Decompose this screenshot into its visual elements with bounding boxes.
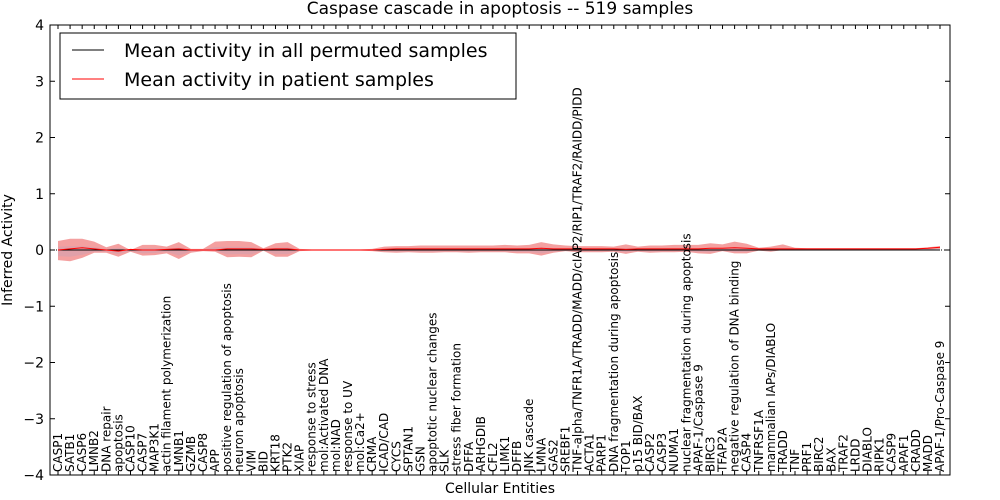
x-tick-label: BAX: [824, 447, 838, 472]
x-tick-label: DNA repair: [99, 406, 113, 472]
x-tick-label: GZMB: [184, 436, 198, 472]
x-tick-label: TOP1: [619, 440, 633, 473]
x-tick-label: DFFB: [510, 441, 524, 472]
x-tick-label: response to stress: [305, 362, 319, 472]
x-tick-label: LMNB2: [87, 430, 101, 472]
x-tick-label: neuron apoptosis: [232, 368, 246, 472]
y-tick-label: −1: [23, 299, 44, 315]
y-tick-label: 3: [35, 74, 44, 90]
x-tick-label: SPTAN1: [401, 426, 415, 472]
x-tick-label: ACTA1: [583, 433, 597, 472]
y-tick-label: 4: [35, 18, 44, 34]
x-tick-label: stress fiber formation: [450, 343, 464, 472]
x-tick-label: CYCS: [389, 441, 403, 472]
x-tick-label: TNFRSF1A: [752, 409, 766, 473]
x-tick-label: BIRC2: [812, 436, 826, 472]
x-tick-label: MADD: [921, 435, 935, 472]
x-tick-label: mol:Activated DNA: [317, 358, 331, 472]
x-tick-label: MAP3K1: [148, 423, 162, 472]
x-tick-label: CFL2: [486, 442, 500, 472]
x-tick-label: DFFA: [462, 441, 476, 472]
x-tick-label: APAF-1/Pro-Caspase 9: [933, 341, 947, 472]
legend: Mean activity in all permuted samples Me…: [59, 32, 517, 100]
x-tick-label: LIMK1: [498, 436, 512, 472]
x-tick-label: apoptotic nuclear changes: [426, 313, 440, 472]
x-tick-label: NUMA1: [667, 428, 681, 472]
x-tick-label: LMNA: [534, 437, 548, 472]
x-tick-label: PARP1: [595, 434, 609, 472]
x-tick-label: APAF-1/Caspase 9: [691, 364, 705, 472]
x-tick-label: CASP2: [643, 433, 657, 472]
y-tick-label: −2: [23, 356, 44, 372]
patient-mean-line: [57, 246, 941, 252]
x-tick-label: PTK2: [281, 442, 295, 472]
x-tick-label: CASP7: [136, 433, 150, 472]
x-tick-label: TRADD: [776, 430, 790, 473]
x-tick-label: TNF: [788, 449, 802, 473]
x-tick-label: positive regulation of apoptosis: [220, 283, 234, 472]
x-tick-label: LMNB1: [172, 430, 186, 472]
x-tick-label: KRT18: [269, 434, 283, 472]
x-tick-label: ICAD/CAD: [377, 413, 391, 472]
x-tick-label: DIABLO: [861, 427, 875, 472]
x-tick-label: GAS2: [546, 439, 560, 472]
x-tick-label: p15 BID/BAX: [631, 396, 645, 472]
chart-title: Caspase cascade in apoptosis -- 519 samp…: [307, 0, 694, 19]
x-tick-label: BID: [256, 451, 270, 472]
y-axis-label: Inferred Activity: [0, 194, 16, 306]
x-tick-label: TRAF2: [836, 434, 850, 473]
x-tick-label: SATB1: [63, 434, 77, 472]
y-tick-label: −4: [23, 468, 44, 484]
x-tick-label: JNK cascade: [522, 399, 536, 473]
x-tick-label: mol:NAD: [329, 419, 343, 472]
y-tick-label: −3: [23, 412, 44, 428]
legend-label-permuted: Mean activity in all permuted samples: [124, 40, 487, 62]
x-tick-label: TNF-alpha/TNFR1A/TRADD/MADD/cIAP2/RIP1/T…: [571, 87, 585, 473]
x-tick-label: response to UV: [341, 380, 355, 472]
x-tick-label: CRADD: [909, 429, 923, 472]
x-tick-label: negative regulation of DNA binding: [728, 261, 742, 472]
x-tick-label: CASP1: [51, 433, 65, 472]
x-tick-label: apoptosis: [111, 414, 125, 472]
y-tick-label: 1: [35, 187, 44, 203]
x-tick-label: actin filament polymerization: [160, 296, 174, 472]
legend-box: [59, 32, 517, 100]
x-tick-label: CRMA: [365, 436, 379, 472]
x-tick-label: CASP6: [75, 433, 89, 472]
x-tick-label: XIAP: [293, 445, 307, 472]
y-tick-label: 0: [35, 243, 44, 259]
x-tick-label: BIRC3: [703, 436, 717, 472]
x-tick-label: SLK: [438, 449, 452, 472]
x-tick-label: RIPK1: [873, 437, 887, 472]
y-tick-label: 2: [35, 131, 44, 147]
x-tick-label: APAF1: [897, 435, 911, 472]
x-tick-label: ARHGDIB: [474, 416, 488, 472]
legend-label-patient: Mean activity in patient samples: [124, 69, 434, 91]
x-tick-label: nuclear fragmentation during apoptosis: [679, 233, 693, 472]
x-tick-label: CASP4: [740, 433, 754, 472]
x-tick-label: CASP9: [885, 433, 899, 472]
x-axis-label: Cellular Entities: [445, 481, 555, 497]
x-tick-label: mol:Ca2+: [353, 412, 367, 472]
x-tick-label: SREBF1: [559, 426, 573, 472]
x-tick-label: CASP8: [196, 433, 210, 472]
x-tick-label: TFAP2A: [716, 427, 730, 473]
x-tick-label: PRF1: [800, 442, 814, 472]
x-tick-label: LRDD: [848, 438, 862, 472]
x-tick-label: CASP10: [124, 425, 138, 472]
x-tick-label: CASP3: [655, 433, 669, 472]
x-tick-label: APP: [208, 449, 222, 472]
x-tick-label: DNA fragmentation during apoptosis: [607, 252, 621, 472]
x-tick-label: VIM: [244, 450, 258, 472]
x-tick-label: GSN: [414, 446, 428, 472]
x-tick-label: mammalian IAPs/DIABLO: [764, 323, 778, 472]
